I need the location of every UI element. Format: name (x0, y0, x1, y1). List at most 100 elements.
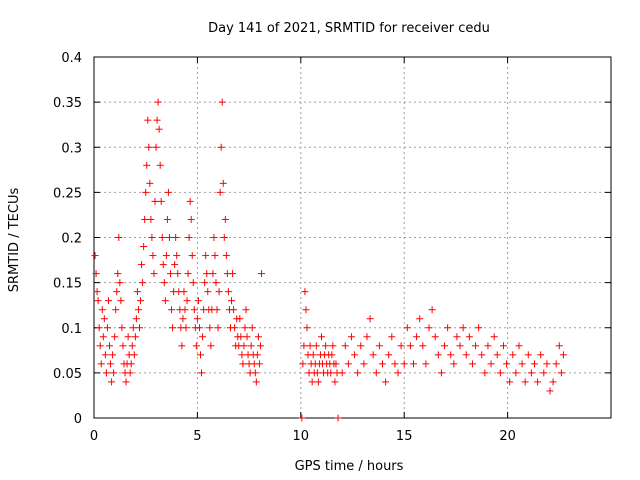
data-point (530, 360, 538, 368)
data-point (299, 360, 307, 368)
data-point (183, 297, 191, 305)
x-axis-label: GPS time / hours (295, 459, 404, 474)
data-point (142, 188, 150, 196)
data-point (206, 324, 214, 332)
data-point (99, 333, 107, 341)
y-tick-label: 0.1 (61, 322, 82, 337)
data-point (331, 378, 339, 386)
data-point (195, 324, 203, 332)
data-point (481, 369, 489, 377)
data-point (188, 252, 196, 260)
data-point (363, 333, 371, 341)
data-point (178, 342, 186, 350)
grid-layer (94, 57, 611, 418)
data-point (154, 98, 162, 106)
data-point (203, 270, 211, 278)
data-point (104, 297, 112, 305)
data-point (212, 279, 220, 287)
data-point (210, 234, 218, 241)
data-point (515, 342, 523, 350)
y-tick-label: 0.35 (53, 96, 82, 111)
data-point (144, 116, 152, 124)
data-point (253, 351, 261, 359)
data-point (161, 297, 169, 305)
data-point (92, 270, 100, 278)
data-point (169, 324, 177, 332)
data-point (447, 351, 455, 359)
data-point (552, 360, 560, 368)
data-point (372, 369, 380, 377)
data-point (114, 270, 122, 278)
data-point (357, 342, 365, 350)
data-point (133, 288, 141, 296)
data-point (221, 215, 229, 223)
data-point (153, 116, 161, 124)
data-point (172, 234, 180, 241)
data-point (462, 351, 470, 359)
data-point (157, 197, 165, 205)
data-point (115, 234, 123, 241)
data-point (306, 342, 314, 350)
data-point (475, 324, 483, 332)
data-point (164, 188, 172, 196)
data-point (344, 360, 352, 368)
data-point (143, 161, 151, 169)
data-point (131, 333, 139, 341)
data-point (428, 306, 436, 314)
data-point (228, 297, 236, 305)
data-point (303, 324, 311, 332)
data-point (168, 306, 176, 314)
data-point (453, 333, 461, 341)
data-point (403, 324, 411, 332)
y-tick-label: 0.05 (53, 367, 82, 382)
data-point (111, 333, 119, 341)
data-point (314, 378, 322, 386)
data-point (312, 342, 320, 350)
data-point (338, 369, 346, 377)
data-point (406, 342, 414, 350)
data-point (181, 306, 189, 314)
data-point (521, 378, 529, 386)
data-point (416, 315, 424, 323)
data-point (100, 315, 108, 323)
data-point (193, 315, 201, 323)
data-point (243, 333, 251, 341)
data-point (220, 234, 228, 241)
data-point (107, 360, 115, 368)
data-point (444, 324, 452, 332)
data-point (236, 315, 244, 323)
data-point (139, 279, 147, 287)
data-point (173, 252, 181, 260)
data-point (180, 288, 188, 296)
data-point (95, 324, 103, 332)
data-point (199, 333, 207, 341)
y-tick-label: 0 (74, 412, 82, 427)
data-point (518, 360, 526, 368)
data-point (213, 306, 221, 314)
data-point (187, 215, 195, 223)
data-point (241, 324, 249, 332)
data-point (327, 369, 335, 377)
data-point (394, 369, 402, 377)
data-point (512, 369, 520, 377)
data-point (134, 306, 142, 314)
data-point (251, 369, 259, 377)
data-point (140, 243, 148, 251)
data-point (182, 324, 190, 332)
data-point (146, 179, 154, 187)
data-point (506, 378, 514, 386)
data-point (229, 270, 237, 278)
data-point (557, 369, 565, 377)
data-point (163, 215, 171, 223)
data-point (400, 360, 408, 368)
data-point (248, 324, 256, 332)
data-point (167, 270, 175, 278)
data-point (431, 333, 439, 341)
data-point (118, 324, 126, 332)
data-point (534, 378, 542, 386)
data-point (147, 215, 155, 223)
data-point (219, 179, 227, 187)
data-point (472, 342, 480, 350)
